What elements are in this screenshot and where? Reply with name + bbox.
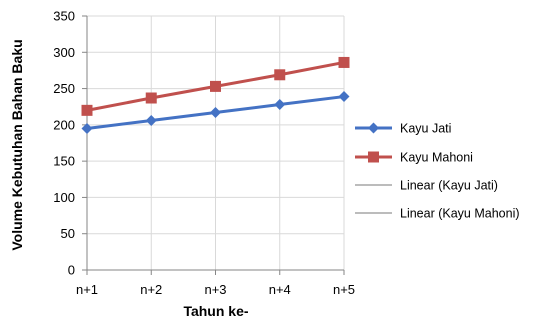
legend-item-linear-kayu-mahoni: Linear (Kayu Mahoni) <box>355 207 520 221</box>
data-point-marker <box>145 92 157 104</box>
y-tick-label: 250 <box>53 81 75 96</box>
data-point-marker <box>145 115 157 127</box>
y-tick-label: 100 <box>53 190 75 205</box>
data-point-marker <box>338 91 350 103</box>
y-tick-label: 300 <box>53 45 75 60</box>
data-point-marker <box>274 69 286 81</box>
legend-marker-diamond <box>368 122 379 134</box>
series <box>81 56 350 134</box>
legend-label-linear-kayu-mahoni: Linear (Kayu Mahoni) <box>400 207 520 221</box>
x-axis-title: Tahun ke- <box>183 303 248 319</box>
legend-item-kayu-jati: Kayu Jati <box>355 122 451 136</box>
legend: Kayu Jati Kayu Mahoni Linear (Kayu Jati)… <box>355 122 520 221</box>
axes <box>82 15 345 275</box>
x-tick-label: n+3 <box>204 282 226 297</box>
x-tick-label: n+5 <box>333 282 355 297</box>
legend-label-kayu-jati: Kayu Jati <box>400 122 451 136</box>
gridlines <box>86 15 345 270</box>
x-tick-labels: n+1 n+2 n+3 n+4 n+5 <box>76 282 355 297</box>
data-point-marker <box>338 56 350 68</box>
y-tick-label: 200 <box>53 117 75 132</box>
data-point-marker <box>274 99 286 111</box>
x-tick-label: n+4 <box>269 282 291 297</box>
legend-item-linear-kayu-jati: Linear (Kayu Jati) <box>355 179 498 193</box>
y-axis-title: Volume Kebutuhan Bahan Baku <box>9 39 25 250</box>
y-tick-labels: 0 50 100 150 200 250 300 350 <box>53 9 75 278</box>
legend-label-linear-kayu-jati: Linear (Kayu Jati) <box>400 179 498 193</box>
y-tick-label: 150 <box>53 154 75 169</box>
data-point-marker <box>81 122 93 134</box>
data-point-marker <box>210 107 221 119</box>
data-point-marker <box>210 80 221 92</box>
legend-label-kayu-mahoni: Kayu Mahoni <box>400 151 473 165</box>
legend-item-kayu-mahoni: Kayu Mahoni <box>355 151 473 165</box>
y-tick-label: 50 <box>61 226 75 241</box>
x-tick-label: n+2 <box>140 282 162 297</box>
legend-marker-square <box>368 151 379 163</box>
y-tick-label: 350 <box>53 9 75 24</box>
data-point-marker <box>81 104 93 116</box>
x-tick-label: n+1 <box>76 282 98 297</box>
y-tick-label: 0 <box>68 263 75 278</box>
